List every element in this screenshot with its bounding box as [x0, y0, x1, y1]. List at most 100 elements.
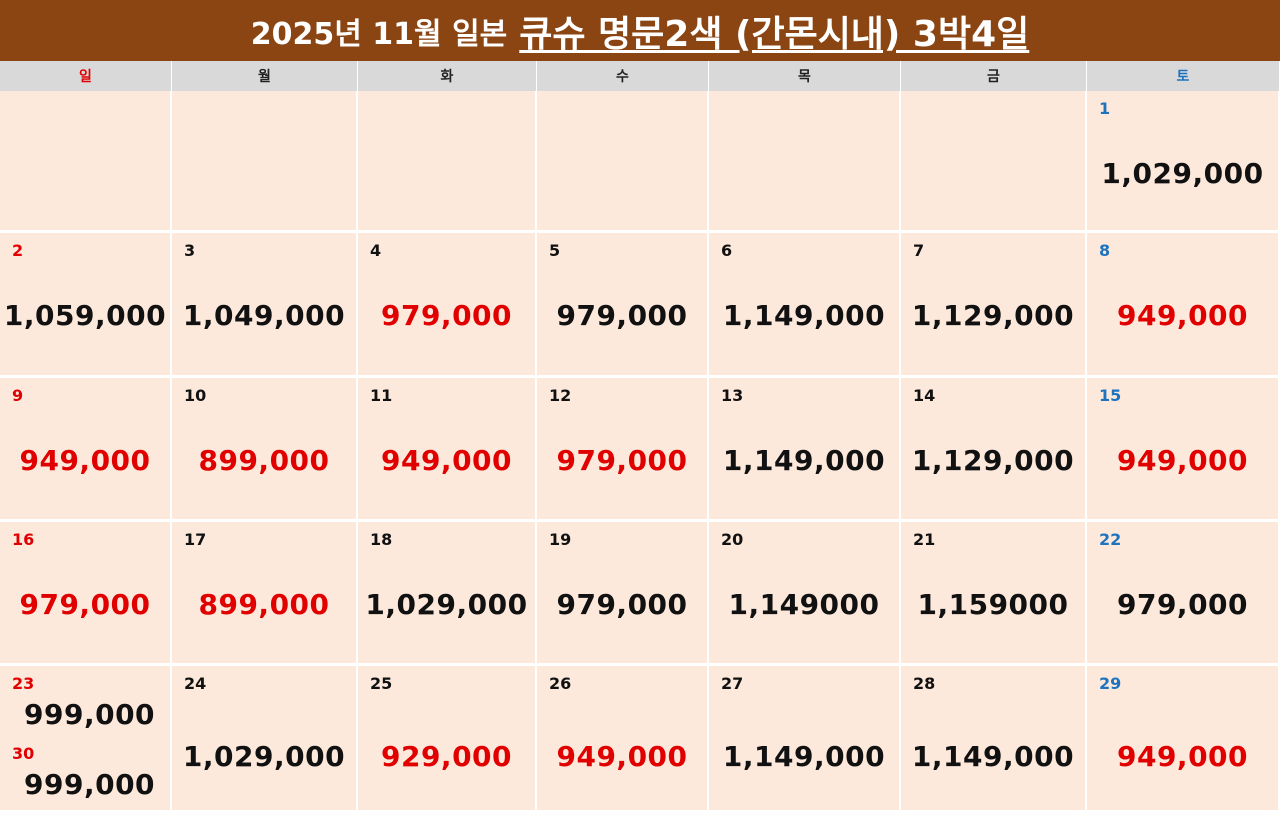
- day-cell[interactable]: 8 949,000: [1087, 233, 1280, 378]
- day-number: 11: [370, 386, 393, 405]
- day-cell[interactable]: 23 999,000 30 999,000: [0, 666, 172, 813]
- day-price: 979,000: [1116, 588, 1249, 621]
- empty-day-cell: [358, 91, 537, 233]
- day-number: 22: [1099, 530, 1122, 549]
- day-price: 999,000: [24, 768, 156, 801]
- day-number: 16: [12, 530, 35, 549]
- day-price: 979,000: [556, 299, 688, 332]
- day-price: 1,159000: [917, 588, 1069, 621]
- day-cell[interactable]: 12 979,000: [537, 378, 709, 522]
- day-number: 18: [370, 530, 393, 549]
- day-price: 1,149,000: [722, 444, 886, 477]
- weekday-header: 목: [709, 61, 901, 91]
- day-number: 30: [12, 744, 35, 763]
- day-number: 26: [549, 674, 572, 693]
- day-number: 7: [913, 241, 925, 260]
- day-price: 899,000: [198, 588, 330, 621]
- day-number: 29: [1099, 674, 1122, 693]
- day-price: 979,000: [556, 588, 688, 621]
- day-number: 4: [370, 241, 382, 260]
- day-cell[interactable]: 15 949,000: [1087, 378, 1280, 522]
- day-price: 1,149000: [728, 588, 880, 621]
- title-main: 큐슈 명문2색 (간몬시내) 3박4일: [519, 13, 1030, 55]
- day-cell[interactable]: 3 1,049,000: [172, 233, 358, 378]
- day-price: 949,000: [1116, 299, 1249, 332]
- empty-day-cell: [172, 91, 358, 233]
- day-price: 999,000: [24, 698, 156, 731]
- weekday-header: 금: [901, 61, 1087, 91]
- day-number: 9: [12, 386, 24, 405]
- day-cell[interactable]: 10 899,000: [172, 378, 358, 522]
- day-number: 23: [12, 674, 35, 693]
- day-number: 14: [913, 386, 936, 405]
- empty-day-cell: [0, 91, 172, 233]
- day-price: 1,059,000: [3, 299, 167, 332]
- day-number: 3: [184, 241, 196, 260]
- day-cell[interactable]: 7 1,129,000: [901, 233, 1087, 378]
- day-price: 1,129,000: [911, 299, 1075, 332]
- day-cell[interactable]: 26 949,000: [537, 666, 709, 813]
- day-price: 1,149,000: [722, 740, 886, 773]
- day-number: 28: [913, 674, 936, 693]
- day-number: 21: [913, 530, 936, 549]
- day-price: 949,000: [19, 444, 151, 477]
- day-number: 17: [184, 530, 207, 549]
- calendar-title-bar: 2025년 11월 일본 큐슈 명문2색 (간몬시내) 3박4일: [0, 0, 1280, 61]
- day-number: 2: [12, 241, 24, 260]
- day-price: 1,049,000: [182, 299, 346, 332]
- day-cell[interactable]: 9 949,000: [0, 378, 172, 522]
- day-price: 1,149,000: [722, 299, 886, 332]
- day-price: 949,000: [556, 740, 688, 773]
- day-cell[interactable]: 4 979,000: [358, 233, 537, 378]
- day-price: 899,000: [198, 444, 330, 477]
- day-cell[interactable]: 18 1,029,000: [358, 522, 537, 666]
- empty-day-cell: [901, 91, 1087, 233]
- calendar-grid: 일 월 화 수 목 금 토 1 1,029,000 2 1,059,000 3 1,049,000 4 97…: [0, 61, 1280, 813]
- day-cell[interactable]: 6 1,149,000: [709, 233, 901, 378]
- day-price: 1,029,000: [365, 588, 528, 621]
- day-cell[interactable]: 16 979,000: [0, 522, 172, 666]
- day-cell[interactable]: 5 979,000: [537, 233, 709, 378]
- day-price: 949,000: [380, 444, 513, 477]
- title-prefix: 2025년 11월 일본: [250, 16, 508, 52]
- day-cell[interactable]: 2 1,059,000: [0, 233, 172, 378]
- day-cell[interactable]: 20 1,149000: [709, 522, 901, 666]
- day-number: 24: [184, 674, 207, 693]
- day-number: 27: [721, 674, 744, 693]
- day-cell[interactable]: 11 949,000: [358, 378, 537, 522]
- day-number: 5: [549, 241, 561, 260]
- day-cell[interactable]: 21 1,159000: [901, 522, 1087, 666]
- weekday-header: 일: [0, 61, 172, 91]
- day-price: 1,129,000: [911, 444, 1075, 477]
- day-cell[interactable]: 24 1,029,000: [172, 666, 358, 813]
- empty-day-cell: [709, 91, 901, 233]
- day-cell[interactable]: 14 1,129,000: [901, 378, 1087, 522]
- day-cell[interactable]: 29 949,000: [1087, 666, 1280, 813]
- day-cell[interactable]: 22 979,000: [1087, 522, 1280, 666]
- day-number: 20: [721, 530, 744, 549]
- day-cell[interactable]: 27 1,149,000: [709, 666, 901, 813]
- day-cell[interactable]: 1 1,029,000: [1087, 91, 1280, 233]
- day-price: 1,029,000: [1101, 157, 1264, 190]
- weekday-header: 화: [358, 61, 537, 91]
- day-price: 949,000: [1116, 740, 1249, 773]
- day-number: 1: [1099, 99, 1111, 118]
- day-cell[interactable]: 28 1,149,000: [901, 666, 1087, 813]
- day-number: 6: [721, 241, 733, 260]
- day-price: 979,000: [19, 588, 151, 621]
- day-price: 1,149,000: [911, 740, 1075, 773]
- day-number: 19: [549, 530, 572, 549]
- day-cell[interactable]: 13 1,149,000: [709, 378, 901, 522]
- day-cell[interactable]: 17 899,000: [172, 522, 358, 666]
- weekday-header: 토: [1087, 61, 1280, 91]
- day-cell[interactable]: 19 979,000: [537, 522, 709, 666]
- empty-day-cell: [537, 91, 709, 233]
- day-price: 979,000: [556, 444, 688, 477]
- day-price: 949,000: [1116, 444, 1249, 477]
- day-price: 929,000: [380, 740, 513, 773]
- weekday-header: 월: [172, 61, 358, 91]
- day-price: 1,029,000: [182, 740, 346, 773]
- day-cell[interactable]: 25 929,000: [358, 666, 537, 813]
- day-number: 25: [370, 674, 393, 693]
- day-number: 8: [1099, 241, 1111, 260]
